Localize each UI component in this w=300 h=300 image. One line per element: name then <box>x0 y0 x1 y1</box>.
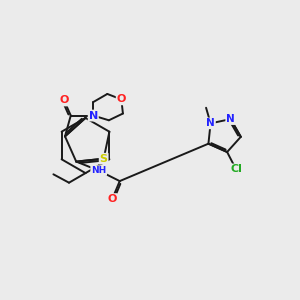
Text: NH: NH <box>91 166 106 175</box>
Text: Cl: Cl <box>230 164 242 174</box>
Text: O: O <box>107 194 117 204</box>
Text: O: O <box>117 94 126 104</box>
Text: O: O <box>59 95 69 106</box>
Text: N: N <box>88 111 98 121</box>
Text: N: N <box>226 114 235 124</box>
Text: S: S <box>100 154 108 164</box>
Text: N: N <box>206 118 215 128</box>
